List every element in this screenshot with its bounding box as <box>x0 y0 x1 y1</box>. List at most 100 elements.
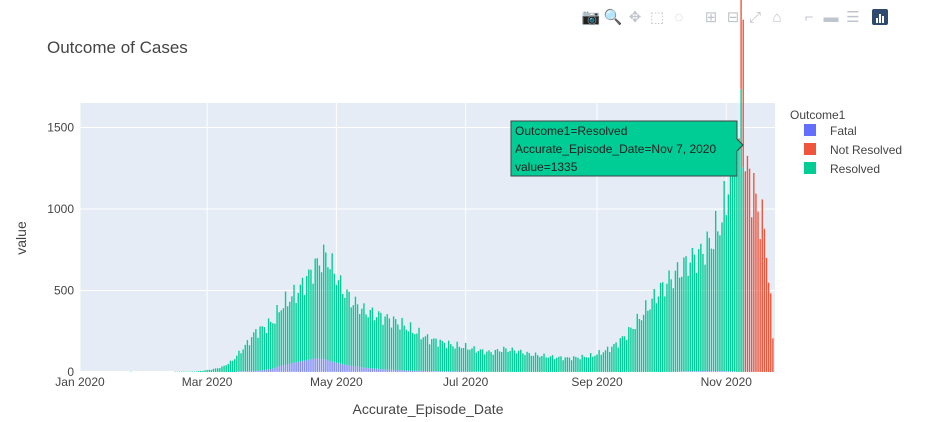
bar-fatal[interactable] <box>710 371 713 372</box>
bar-resolved[interactable] <box>445 348 448 372</box>
reset-axes-icon[interactable]: ⌂ <box>772 8 782 26</box>
bar-resolved[interactable] <box>314 258 316 359</box>
bar-resolved[interactable] <box>306 275 308 361</box>
bar-fatal[interactable] <box>329 360 331 372</box>
bar-resolved[interactable] <box>267 318 270 370</box>
bar-resolved[interactable] <box>606 346 609 372</box>
bar-fatal[interactable] <box>280 365 282 372</box>
bar-fatal[interactable] <box>691 371 694 372</box>
bar-resolved[interactable] <box>551 355 554 372</box>
bar-resolved[interactable] <box>632 328 634 372</box>
bar-fatal[interactable] <box>441 371 444 372</box>
bar-resolved[interactable] <box>460 348 463 372</box>
bar-resolved[interactable] <box>668 270 670 372</box>
bar-resolved[interactable] <box>543 353 545 372</box>
bar-not-resolved[interactable] <box>757 211 759 372</box>
bar-resolved[interactable] <box>289 301 291 364</box>
bar-fatal[interactable] <box>378 368 380 372</box>
bar-resolved[interactable] <box>558 356 560 372</box>
hover-compare-icon[interactable]: ☰ <box>846 9 860 26</box>
bar-resolved[interactable] <box>320 272 323 359</box>
bar-fatal[interactable] <box>263 369 266 372</box>
bar-fatal[interactable] <box>257 370 259 372</box>
bar-fatal[interactable] <box>270 369 272 372</box>
bar-resolved[interactable] <box>250 337 253 371</box>
bar-resolved[interactable] <box>308 269 310 360</box>
bar-resolved[interactable] <box>221 366 223 372</box>
bar-fatal[interactable] <box>350 365 352 372</box>
bar-resolved[interactable] <box>530 355 533 372</box>
bar-resolved[interactable] <box>350 307 352 366</box>
hover-closest-icon[interactable]: ▬ <box>823 8 839 26</box>
bar-fatal[interactable] <box>240 371 242 372</box>
bar-resolved[interactable] <box>280 310 282 366</box>
bar-resolved[interactable] <box>695 272 698 372</box>
bars[interactable] <box>130 0 774 373</box>
bar-resolved[interactable] <box>729 164 732 372</box>
bar-resolved[interactable] <box>509 350 511 372</box>
bar-fatal[interactable] <box>327 360 329 372</box>
bar-fatal[interactable] <box>318 358 321 372</box>
bar-resolved[interactable] <box>628 327 630 372</box>
bar-fatal[interactable] <box>303 360 306 372</box>
bar-resolved[interactable] <box>562 360 564 372</box>
bar-fatal[interactable] <box>297 361 299 372</box>
bar-resolved[interactable] <box>520 349 522 372</box>
bar-resolved[interactable] <box>367 317 369 369</box>
bar-resolved[interactable] <box>564 357 566 372</box>
bar-resolved[interactable] <box>371 307 374 369</box>
legend-swatch[interactable] <box>804 162 816 174</box>
bar-resolved[interactable] <box>240 353 242 372</box>
bar-fatal[interactable] <box>335 362 338 372</box>
camera-icon[interactable]: 📷 <box>581 9 601 26</box>
bar-resolved[interactable] <box>710 248 713 372</box>
bar-fatal[interactable] <box>382 369 384 372</box>
bar-resolved[interactable] <box>638 318 641 372</box>
bar-resolved[interactable] <box>418 327 420 371</box>
bar-resolved[interactable] <box>486 351 488 372</box>
bar-fatal[interactable] <box>685 371 687 372</box>
bar-fatal[interactable] <box>344 364 346 372</box>
bar-resolved[interactable] <box>475 352 477 372</box>
bar-resolved[interactable] <box>662 282 664 372</box>
bar-resolved[interactable] <box>414 334 416 371</box>
bar-resolved[interactable] <box>204 370 206 372</box>
bar-fatal[interactable] <box>407 370 410 372</box>
bar-fatal[interactable] <box>448 371 450 372</box>
bar-resolved[interactable] <box>392 316 395 370</box>
legend-item-resolved[interactable]: Resolved <box>830 162 880 176</box>
bar-resolved[interactable] <box>354 296 357 367</box>
bar-resolved[interactable] <box>431 339 433 372</box>
bar-resolved[interactable] <box>721 222 723 372</box>
bar-fatal[interactable] <box>267 369 270 372</box>
bar-resolved[interactable] <box>291 296 293 364</box>
bar-fatal[interactable] <box>458 371 460 372</box>
bar-fatal[interactable] <box>708 371 711 372</box>
bar-resolved[interactable] <box>244 344 246 372</box>
bar-fatal[interactable] <box>261 370 263 372</box>
bar-resolved[interactable] <box>238 350 240 372</box>
bar-fatal[interactable] <box>337 363 340 372</box>
bar-not-resolved[interactable] <box>751 217 753 372</box>
bar-resolved[interactable] <box>725 215 727 372</box>
bar-resolved[interactable] <box>570 360 573 372</box>
bar-fatal[interactable] <box>439 371 441 372</box>
bar-fatal[interactable] <box>301 360 304 372</box>
autoscale-icon[interactable]: ⤢ <box>748 8 761 26</box>
bar-resolved[interactable] <box>589 353 592 372</box>
bar-fatal[interactable] <box>293 362 295 372</box>
bar-resolved[interactable] <box>214 368 217 372</box>
bar-fatal[interactable] <box>354 366 357 372</box>
bar-resolved[interactable] <box>424 336 427 372</box>
bar-resolved[interactable] <box>437 346 439 372</box>
bar-fatal[interactable] <box>242 371 244 372</box>
bar-resolved[interactable] <box>310 269 312 360</box>
bar-resolved[interactable] <box>223 365 225 372</box>
bar-resolved[interactable] <box>329 269 331 361</box>
bar-fatal[interactable] <box>712 371 715 372</box>
bar-resolved[interactable] <box>666 283 668 372</box>
bar-resolved[interactable] <box>534 352 537 372</box>
bar-fatal[interactable] <box>431 371 433 372</box>
bar-resolved[interactable] <box>740 89 742 373</box>
bar-resolved[interactable] <box>681 276 683 372</box>
